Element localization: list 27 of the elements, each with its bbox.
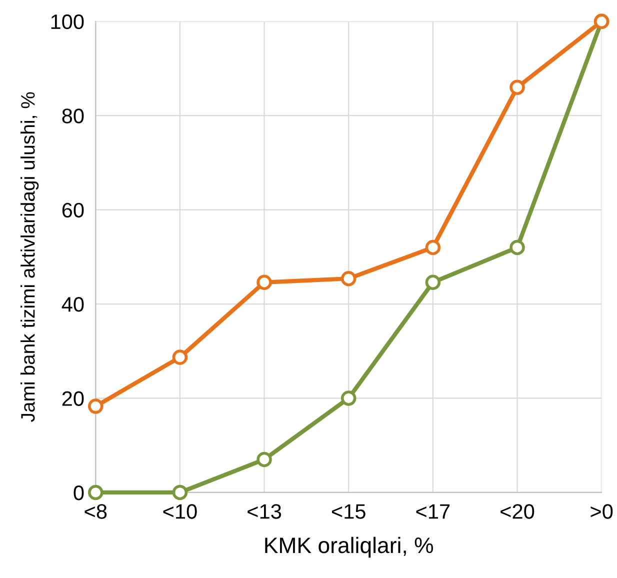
y-axis-title: Jami bank tizimi aktivlaridagi ulushi, % — [20, 92, 39, 422]
x-tick-label: <13 — [248, 504, 282, 519]
point — [425, 274, 441, 290]
y-tick-label: 60 — [62, 202, 84, 218]
y-tick-label: 80 — [62, 108, 84, 124]
point — [88, 484, 104, 500]
y-tick-label: 100 — [51, 14, 84, 30]
x-tick-label: <17 — [416, 504, 450, 519]
y-tick-label: 40 — [62, 297, 84, 312]
x-tick-label: <8 — [84, 504, 107, 519]
y-tick-label: 0 — [74, 485, 84, 500]
point — [88, 398, 104, 414]
x-tick-label: <20 — [500, 504, 534, 519]
x-tick-label: <10 — [163, 504, 197, 519]
x-tick-label: <15 — [332, 504, 366, 519]
point — [256, 274, 272, 290]
point — [256, 452, 272, 468]
x-tick-label: >0 — [590, 504, 613, 519]
point — [510, 80, 525, 95]
y-tick-label: 20 — [62, 391, 84, 406]
point — [172, 484, 188, 500]
point — [510, 240, 525, 256]
point — [425, 240, 441, 256]
point — [340, 390, 356, 406]
x-axis-title: KMK oraliqlari, % — [265, 536, 434, 558]
point — [340, 270, 356, 286]
point — [172, 350, 188, 365]
